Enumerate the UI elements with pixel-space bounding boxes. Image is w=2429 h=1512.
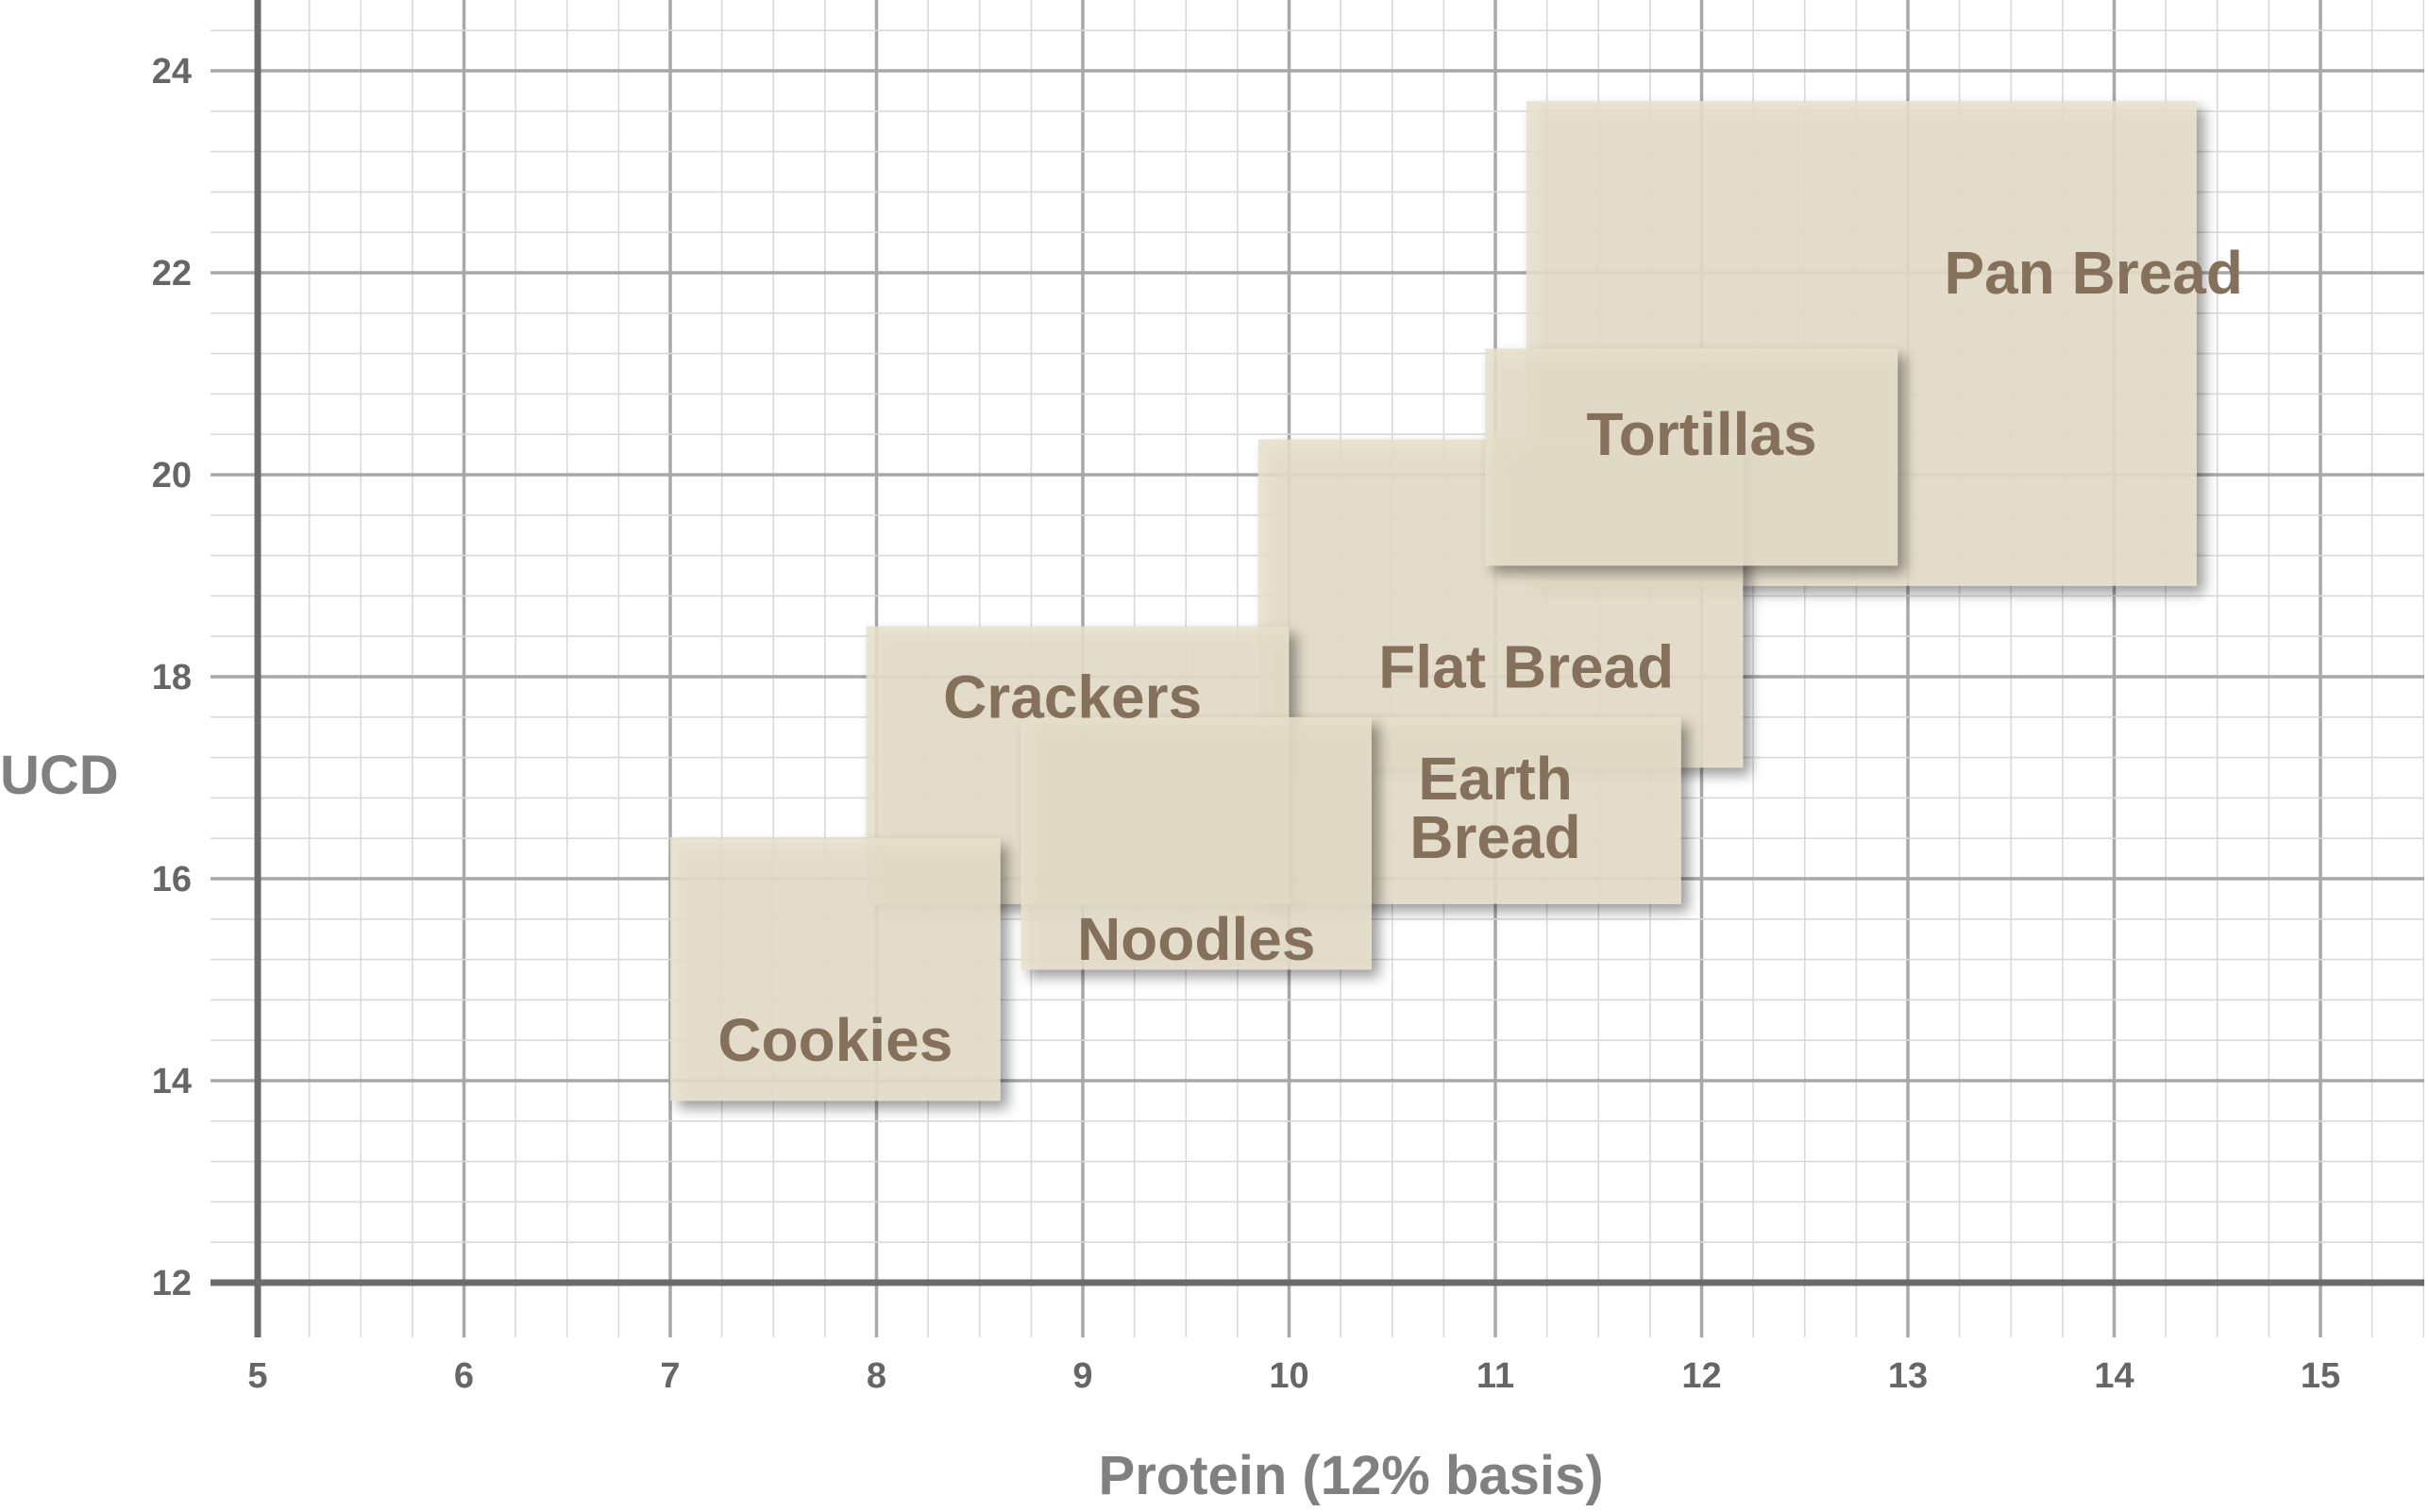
x-tick-label: 8 — [867, 1356, 886, 1396]
region-noodles — [1021, 716, 1372, 970]
region-tortillas — [1485, 348, 1898, 566]
region-label-pan-bread: Pan Bread — [1944, 239, 2243, 307]
x-tick-label: 14 — [2094, 1356, 2134, 1396]
x-axis-title: Protein (12% basis) — [1099, 1445, 1604, 1506]
y-tick-label: 22 — [152, 254, 192, 294]
axes: 5 6 7 8 9 10 11 12 13 14 15 12 14 16 18 20 22 24 — [152, 0, 2424, 1396]
x-tick-label: 15 — [2301, 1356, 2340, 1396]
region-label-tortillas: Tortillas — [1586, 400, 1816, 468]
x-tick-label: 12 — [1681, 1356, 1721, 1396]
region-label-earth-bread: Bread — [1409, 803, 1580, 871]
region-label-crackers: Crackers — [943, 663, 1202, 731]
region-label-flat-bread: Flat Bread — [1378, 632, 1674, 700]
y-tick-label: 20 — [152, 456, 192, 496]
y-tick-label: 14 — [152, 1062, 192, 1101]
region-label-earth-bread: Earth — [1418, 745, 1573, 813]
range-regions — [670, 101, 2197, 1101]
region-label-cookies: Cookies — [717, 1006, 953, 1074]
region-label-noodles: Noodles — [1077, 905, 1315, 973]
x-tick-label: 13 — [1888, 1356, 1928, 1396]
x-tick-label: 6 — [454, 1356, 474, 1396]
x-tick-label: 11 — [1476, 1356, 1514, 1396]
y-tick-label: 12 — [152, 1264, 192, 1303]
y-tick-label: 16 — [152, 860, 192, 899]
y-tick-label: 24 — [152, 52, 192, 92]
x-tick-label: 5 — [247, 1356, 267, 1396]
x-tick-label: 9 — [1072, 1356, 1092, 1396]
x-tick-label: 7 — [660, 1356, 680, 1396]
y-tick-label: 18 — [152, 658, 192, 697]
region-cookies — [670, 838, 1001, 1101]
y-axis-title: UCD — [0, 745, 119, 806]
x-tick-label: 10 — [1269, 1356, 1308, 1396]
